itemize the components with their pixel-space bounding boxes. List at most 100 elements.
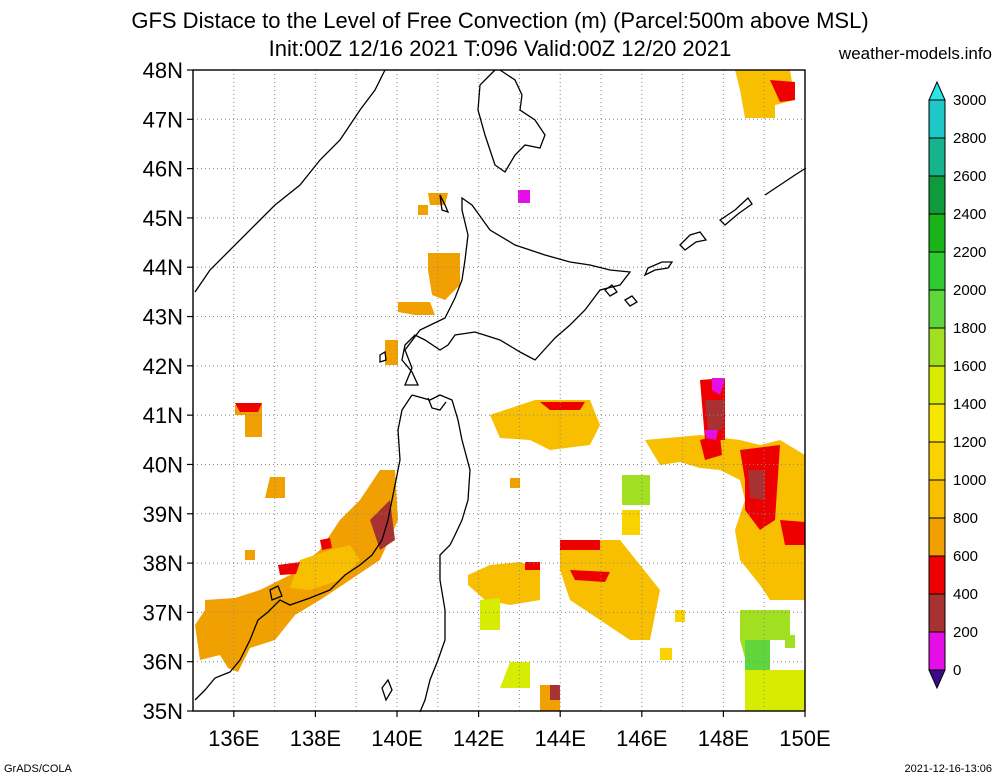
colorbar-label: 1600 bbox=[953, 358, 986, 375]
colorbar-label: 2600 bbox=[953, 168, 986, 185]
colorbar-swatch bbox=[928, 365, 946, 405]
colorbar-swatch bbox=[928, 99, 946, 139]
colorbar-label: 2400 bbox=[953, 206, 986, 223]
lat-label: 43N bbox=[143, 305, 183, 330]
colorbar-arrow-high bbox=[928, 80, 946, 101]
coastline bbox=[194, 69, 807, 713]
colorbar: 0 200 400 600 800 1000 1200 1400 1600 1800 2000 220… bbox=[928, 80, 986, 690]
convection-area bbox=[480, 598, 500, 630]
convection-area bbox=[770, 80, 795, 102]
lat-label: 40N bbox=[143, 452, 183, 477]
colorbar-arrow-low bbox=[928, 669, 946, 690]
colorbar-label: 1000 bbox=[953, 472, 986, 489]
colorbar-swatch bbox=[928, 403, 946, 443]
convection-area bbox=[245, 550, 255, 560]
chart-subtitle: Init:00Z 12/16 2021 T:096 Valid:00Z 12/2… bbox=[268, 36, 732, 61]
colorbar-label: 3000 bbox=[953, 92, 986, 109]
convection-area bbox=[550, 685, 560, 700]
convection-area bbox=[675, 610, 685, 622]
lat-label: 46N bbox=[143, 157, 183, 182]
colorbar-swatch bbox=[928, 441, 946, 481]
convection-area bbox=[540, 402, 585, 410]
lon-label: 146E bbox=[616, 726, 667, 751]
lon-label: 136E bbox=[208, 726, 259, 751]
colorbar-label: 0 bbox=[953, 662, 961, 679]
colorbar-label: 1800 bbox=[953, 320, 986, 337]
convection-area bbox=[622, 475, 650, 505]
convection-area bbox=[622, 510, 640, 535]
convection-area bbox=[398, 302, 435, 315]
convection-area bbox=[370, 500, 395, 550]
latitude-labels: 35N 36N 37N 38N 39N 40N 41N 42N 43N 44N 45N 46N 47N 4… bbox=[143, 58, 193, 724]
chart-title: GFS Distace to the Level of Free Convect… bbox=[131, 8, 869, 33]
colorbar-label: 600 bbox=[953, 548, 978, 565]
colorbar-swatch bbox=[928, 517, 946, 557]
colorbar-swatch bbox=[928, 175, 946, 215]
convection-area bbox=[560, 540, 600, 550]
convection-area bbox=[510, 478, 520, 488]
colorbar-swatch bbox=[928, 289, 946, 329]
lat-label: 41N bbox=[143, 403, 183, 428]
map-grid bbox=[193, 70, 805, 711]
lat-label: 38N bbox=[143, 551, 183, 576]
convection-area bbox=[785, 635, 795, 648]
longitude-labels: 136E 138E 140E 142E 144E 146E 148E 150E bbox=[208, 711, 831, 751]
convection-area bbox=[290, 545, 360, 590]
colorbar-swatch bbox=[928, 137, 946, 177]
convection-area bbox=[712, 378, 725, 395]
colorbar-swatch bbox=[928, 593, 946, 633]
lat-label: 48N bbox=[143, 58, 183, 83]
convection-area bbox=[745, 640, 770, 675]
convection-area bbox=[235, 403, 262, 412]
convection-area bbox=[748, 470, 765, 500]
colorbar-swatch bbox=[928, 327, 946, 367]
convection-area bbox=[660, 648, 672, 660]
plot-frame bbox=[192, 69, 806, 712]
convection-area bbox=[278, 562, 300, 575]
colorbar-label: 2000 bbox=[953, 282, 986, 299]
colorbar-label: 2800 bbox=[953, 130, 986, 147]
colorbar-label: 200 bbox=[953, 624, 978, 641]
lat-label: 47N bbox=[143, 107, 183, 132]
lat-label: 36N bbox=[143, 650, 183, 675]
convection-area bbox=[500, 662, 530, 688]
convection-area bbox=[570, 570, 610, 582]
convection-field bbox=[195, 70, 805, 711]
lat-label: 37N bbox=[143, 600, 183, 625]
colorbar-swatch bbox=[928, 251, 946, 291]
colorbar-label: 2200 bbox=[953, 244, 986, 261]
convection-area bbox=[490, 400, 600, 450]
lon-label: 148E bbox=[698, 726, 749, 751]
lat-label: 35N bbox=[143, 699, 183, 724]
colorbar-label: 1400 bbox=[953, 396, 986, 413]
convection-area bbox=[700, 435, 722, 460]
convection-area bbox=[705, 430, 718, 440]
convection-area bbox=[265, 477, 285, 498]
convection-area bbox=[645, 435, 805, 600]
lon-label: 142E bbox=[453, 726, 504, 751]
lon-label: 140E bbox=[371, 726, 422, 751]
footer-credit: GrADS/COLA bbox=[4, 763, 72, 775]
lon-label: 150E bbox=[779, 726, 830, 751]
lat-label: 42N bbox=[143, 354, 183, 379]
convection-area bbox=[428, 253, 460, 300]
convection-area bbox=[705, 400, 725, 430]
convection-area bbox=[780, 520, 805, 545]
lat-label: 45N bbox=[143, 206, 183, 231]
colorbar-label: 800 bbox=[953, 510, 978, 527]
convection-area bbox=[320, 538, 332, 550]
lat-label: 39N bbox=[143, 502, 183, 527]
convection-area bbox=[745, 670, 805, 711]
colorbar-swatch bbox=[928, 479, 946, 519]
lat-label: 44N bbox=[143, 255, 183, 280]
convection-area bbox=[468, 562, 540, 605]
convection-area bbox=[525, 562, 540, 570]
colorbar-label: 400 bbox=[953, 586, 978, 603]
colorbar-swatch bbox=[928, 213, 946, 253]
colorbar-swatch bbox=[928, 555, 946, 595]
convection-area bbox=[518, 190, 530, 203]
convection-area bbox=[418, 205, 428, 215]
lon-label: 144E bbox=[535, 726, 586, 751]
lon-label: 138E bbox=[290, 726, 341, 751]
